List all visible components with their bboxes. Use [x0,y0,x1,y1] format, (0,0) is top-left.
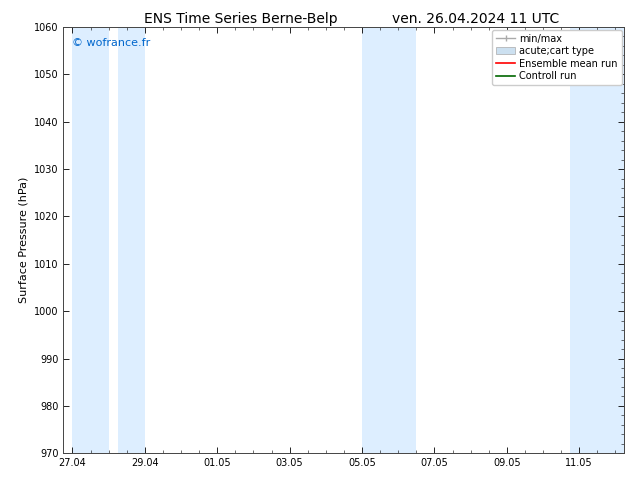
Y-axis label: Surface Pressure (hPa): Surface Pressure (hPa) [18,177,29,303]
Bar [118,27,145,453]
Text: ENS Time Series Berne-Belp: ENS Time Series Berne-Belp [144,12,338,26]
Bar [362,27,417,453]
Bar [570,27,624,453]
Text: © wofrance.fr: © wofrance.fr [72,38,150,48]
Legend: min/max, acute;cart type, Ensemble mean run, Controll run: min/max, acute;cart type, Ensemble mean … [492,30,621,85]
Text: ven. 26.04.2024 11 UTC: ven. 26.04.2024 11 UTC [392,12,559,26]
Bar [72,27,108,453]
